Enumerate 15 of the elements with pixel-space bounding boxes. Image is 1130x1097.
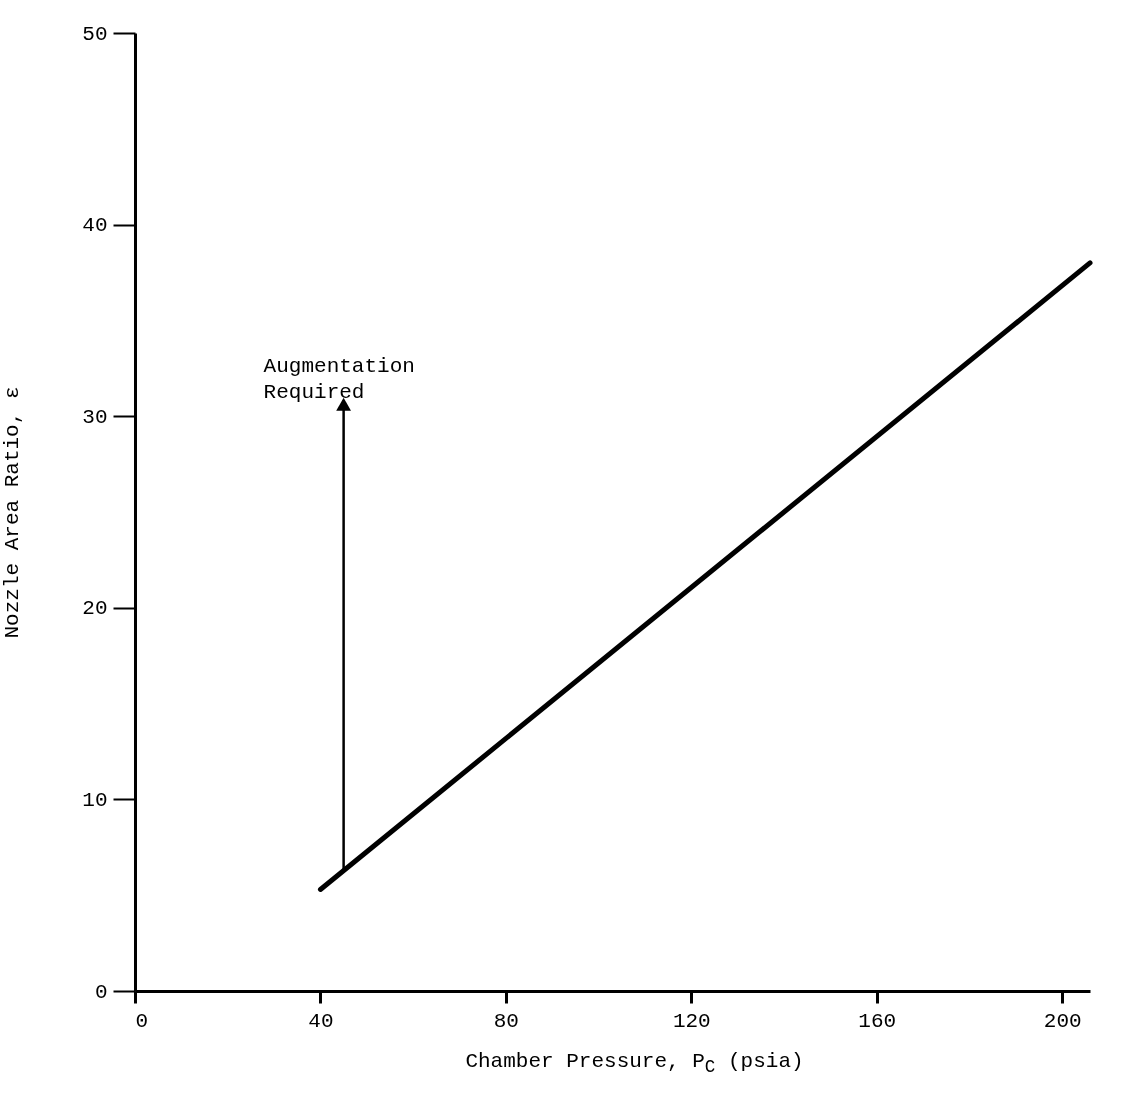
x-tick-label: 200: [1043, 1009, 1082, 1033]
y-tick-label: 30: [82, 405, 108, 429]
y-axis-title: Nozzle Area Ratio, ε: [1, 386, 25, 639]
y-tick-label: 50: [82, 22, 108, 46]
x-tick-label: 160: [858, 1009, 897, 1033]
y-tick-label: 20: [82, 597, 108, 621]
annotation: Augmentation Required: [263, 355, 415, 405]
y-tick-label: 0: [94, 980, 108, 1004]
x-tick-label: 80: [493, 1009, 519, 1033]
x-axis-title: Chamber Pressure, P$_{C}$ (psia): [464, 1050, 805, 1078]
x-tick-label: 40: [308, 1009, 334, 1033]
x-tick-label: 0: [135, 1009, 149, 1033]
x-tick-label: 120: [672, 1009, 711, 1033]
y-tick-label: 40: [82, 214, 108, 238]
y-tick-label: 10: [82, 788, 108, 812]
